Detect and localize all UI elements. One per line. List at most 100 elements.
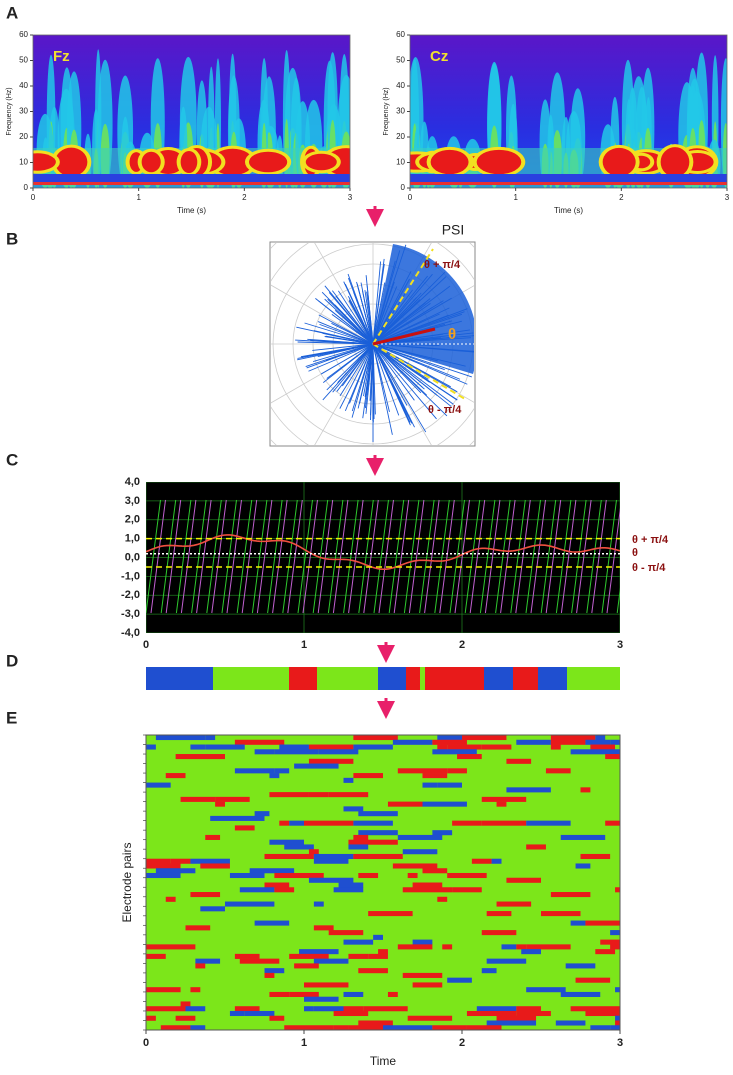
heatmap-cell <box>234 739 285 745</box>
polar-grid <box>314 243 374 345</box>
heatmap-cell <box>289 991 319 997</box>
line-label: θ <box>632 547 638 559</box>
heatmap-cell <box>205 834 221 840</box>
heatmap-cell <box>318 749 359 755</box>
y-tick-label: 30 <box>396 107 405 116</box>
phase-vector <box>336 343 374 392</box>
x-tick-label: 2 <box>459 639 465 651</box>
phase-vector <box>372 343 448 417</box>
heatmap-cell <box>264 853 314 860</box>
panel-label: B <box>6 229 18 248</box>
heatmap-cell <box>215 801 225 807</box>
heatmap-cell <box>234 1006 260 1012</box>
y-tick-label: 50 <box>396 56 405 65</box>
heatmap-cell <box>496 1015 537 1021</box>
heatmap-cell <box>605 820 620 826</box>
phase-vector <box>326 343 374 391</box>
heatmap-cell <box>432 739 467 745</box>
y-tick-label: 3,0 <box>125 495 140 507</box>
heatmap-cell <box>195 958 221 964</box>
heatmap-cell <box>580 853 611 860</box>
heatmap-cell <box>437 896 448 902</box>
heatmap-cell <box>175 754 225 760</box>
phase-vector <box>372 343 376 415</box>
heatmap-cell <box>353 773 383 779</box>
phase-vector <box>364 290 374 345</box>
heatmap-cell <box>299 949 339 955</box>
phase-vector <box>315 297 374 345</box>
heatmap-cell <box>254 811 270 817</box>
x-tick-label: 3 <box>617 639 623 651</box>
texture <box>602 147 636 177</box>
heatmap-cell <box>343 1006 364 1012</box>
heatmap-cell <box>383 1025 433 1031</box>
segment <box>213 667 289 690</box>
heatmap-cell <box>146 944 196 950</box>
texture <box>180 150 198 174</box>
x-tick-label: 1 <box>136 193 141 202</box>
phase-vector <box>360 282 374 345</box>
x-axis-title: Time <box>370 1054 397 1068</box>
heatmap-cell <box>481 744 512 750</box>
heatmap-cell <box>550 892 591 898</box>
texture <box>141 151 161 173</box>
heatmap-cell <box>155 868 196 874</box>
y-tick-label: 60 <box>19 30 28 39</box>
annotation: θ <box>448 326 456 343</box>
heatmap-cell <box>516 944 527 950</box>
heatmap-cell <box>343 806 364 812</box>
threshold-line <box>372 248 434 345</box>
segment <box>484 667 513 690</box>
panel-label: E <box>6 708 17 727</box>
heatmap-cell <box>402 849 438 855</box>
heatmap-cell <box>585 1010 620 1017</box>
heatmap-cell <box>160 1025 191 1031</box>
heatmap-cell <box>397 834 443 840</box>
heatmap-cell <box>452 887 482 893</box>
heatmap-cell <box>353 820 393 826</box>
y-tick-label: 40 <box>396 81 405 90</box>
heatmap-cell <box>358 968 388 974</box>
heatmap-cell <box>294 963 304 969</box>
heatmap-cell <box>570 749 581 755</box>
y-axis-title: Frequency (Hz) <box>383 87 390 135</box>
segment <box>406 667 420 690</box>
heatmap-cell <box>373 934 383 940</box>
heatmap-cell <box>358 1020 393 1026</box>
x-tick-label: 2 <box>242 193 247 202</box>
y-tick-label: 30 <box>19 107 28 116</box>
segment <box>567 667 620 690</box>
heatmap-cell <box>146 1006 186 1012</box>
phase-vector <box>348 299 374 345</box>
texture <box>660 147 690 177</box>
x-tick-label: 0 <box>143 1037 149 1049</box>
heatmap-cell <box>397 768 448 774</box>
state-bar <box>146 667 620 690</box>
polar-plot <box>271 243 474 445</box>
heatmap-cell <box>605 754 620 760</box>
y-axis-title: Frequency (Hz) <box>6 87 13 135</box>
heatmap-cell <box>180 796 216 802</box>
x-tick-label: 0 <box>31 193 36 202</box>
segment <box>420 667 425 690</box>
heatmap-cell <box>560 991 601 997</box>
segment <box>317 667 378 690</box>
heatmap-cell <box>358 811 398 817</box>
phase-vector <box>372 343 411 423</box>
heatmap-cell <box>185 1006 206 1012</box>
heatmap-cell <box>422 868 448 874</box>
phase-vector <box>356 281 374 345</box>
heatmap-cell <box>313 853 354 860</box>
heatmap-cell <box>422 782 438 788</box>
heatmap-cell <box>585 739 611 745</box>
heatmap-cell <box>545 768 571 774</box>
heatmap-cell <box>274 872 324 879</box>
heatmap-cell <box>274 749 319 755</box>
heatmap-cell <box>358 830 398 836</box>
heatmap-cell <box>348 953 369 959</box>
heatmap-cell <box>353 853 403 860</box>
heatmap-cell <box>471 858 492 864</box>
y-tick-label: -3,0 <box>121 608 140 620</box>
y-tick-label: 10 <box>19 158 28 167</box>
threshold-line <box>372 343 466 400</box>
